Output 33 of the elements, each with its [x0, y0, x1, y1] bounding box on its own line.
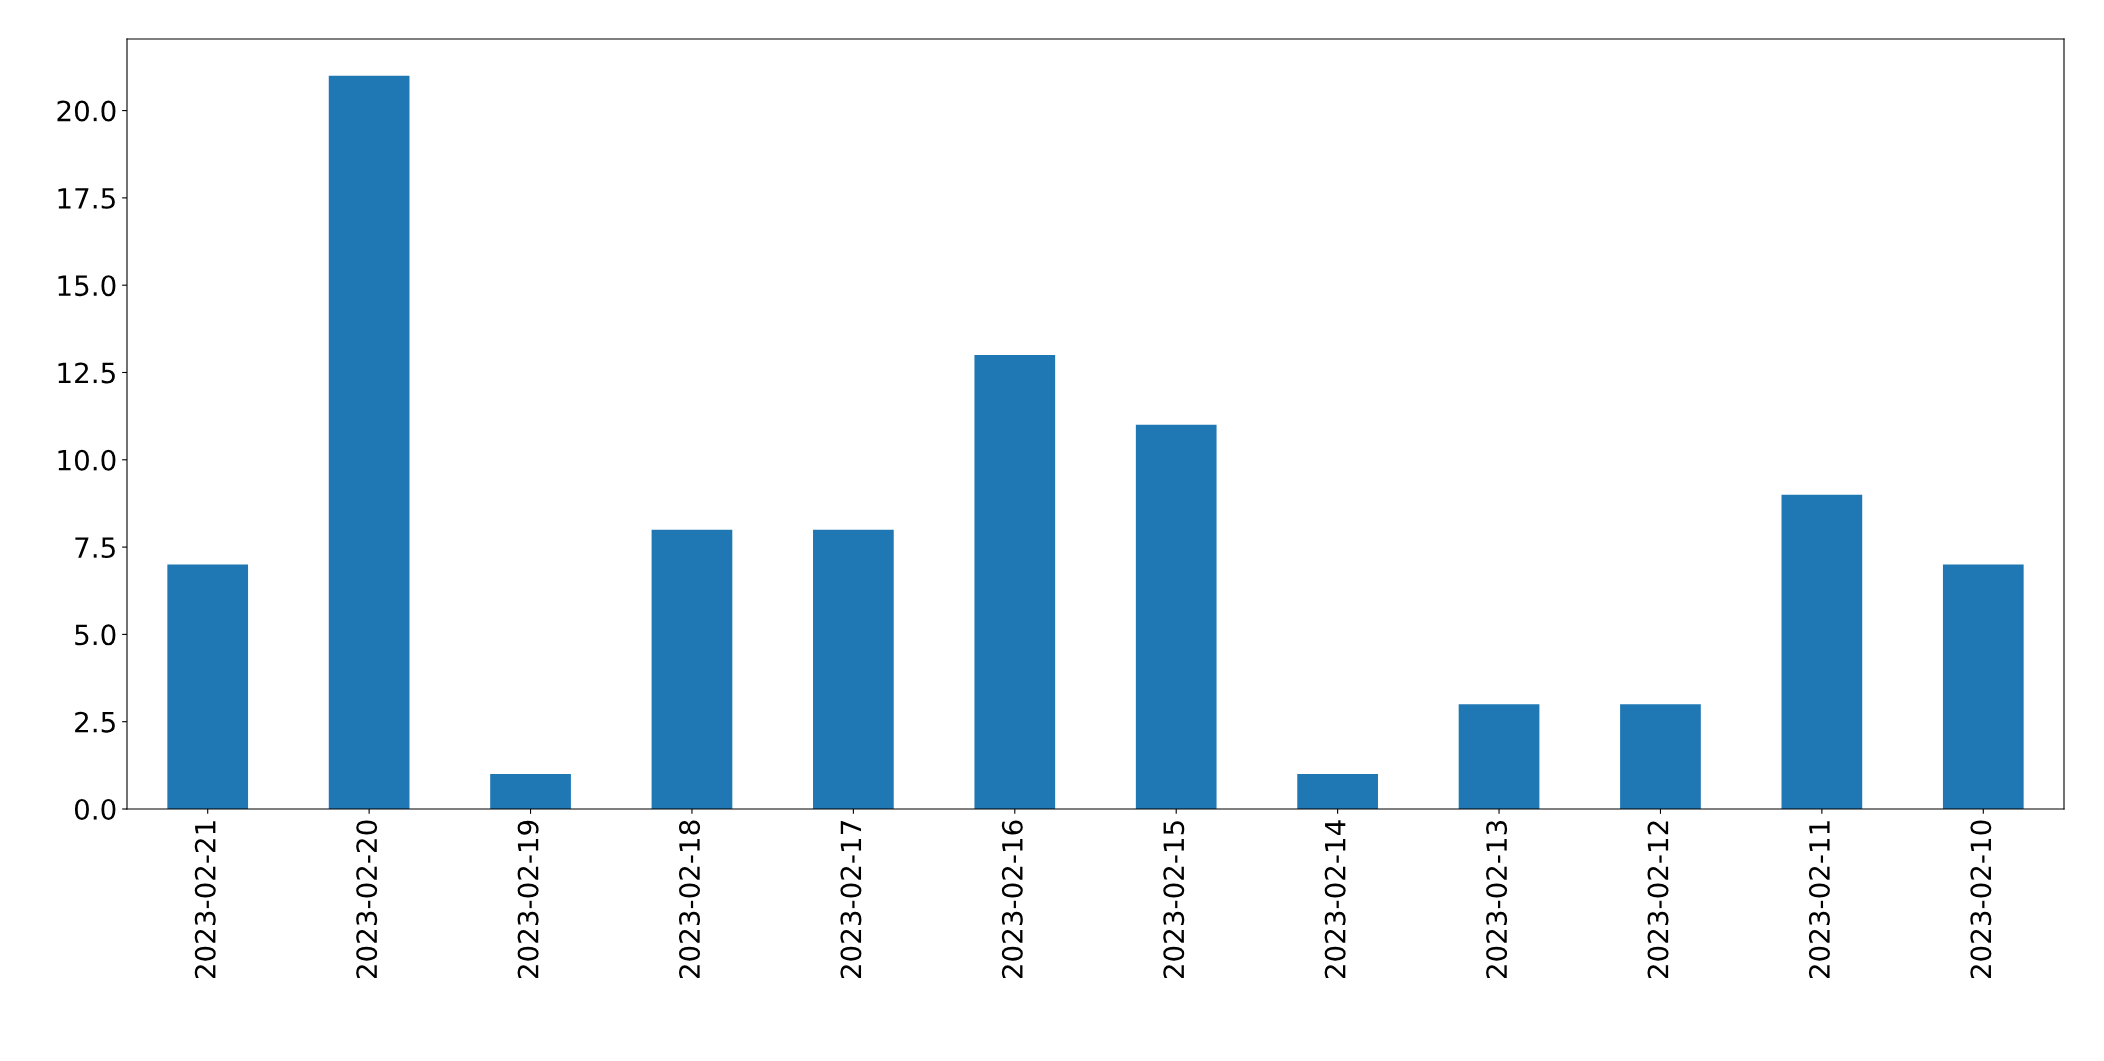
y-tick-label: 15.0: [58, 275, 116, 297]
x-tick-label: 2023-02-21: [194, 821, 216, 979]
x-tick-label: 2023-02-12: [1647, 821, 1669, 979]
y-tick-label: 2.5: [75, 711, 115, 733]
y-tick-label: 5.0: [75, 624, 116, 646]
bar: [1620, 704, 1701, 809]
x-tick-label: 2023-02-20: [356, 820, 378, 979]
x-tick-label: 2023-02-10: [1970, 820, 1992, 979]
y-tick-label: 12.5: [58, 362, 115, 384]
x-tick-label: 2023-02-19: [517, 820, 539, 979]
y-tick-label: 0.0: [74, 798, 116, 820]
y-tick-label: 10.0: [58, 449, 116, 471]
bar: [328, 75, 410, 809]
bar: [490, 774, 571, 809]
bar: [1781, 494, 1863, 809]
bar: [651, 529, 733, 809]
bar: [1297, 774, 1378, 809]
y-tick-label: 7.5: [75, 537, 115, 559]
x-tick-label: 2023-02-16: [1001, 820, 1023, 979]
bar: [1942, 564, 2024, 809]
x-tick-label: 2023-02-14: [1324, 820, 1346, 979]
bar: [1458, 704, 1540, 809]
x-tick-label: 2023-02-13: [1486, 820, 1508, 979]
x-tick-label: 2023-02-15: [1163, 821, 1185, 979]
y-tick-label: 20.0: [57, 100, 116, 122]
x-tick-label: 2023-02-18: [679, 820, 701, 979]
bar: [974, 355, 1056, 809]
bar: [1135, 424, 1217, 809]
x-tick-label: 2023-02-11: [1808, 821, 1830, 979]
bar: [167, 564, 249, 809]
bar: [813, 529, 894, 809]
x-tick-label: 2023-02-17: [840, 821, 862, 979]
y-tick-label: 17.5: [58, 188, 115, 209]
